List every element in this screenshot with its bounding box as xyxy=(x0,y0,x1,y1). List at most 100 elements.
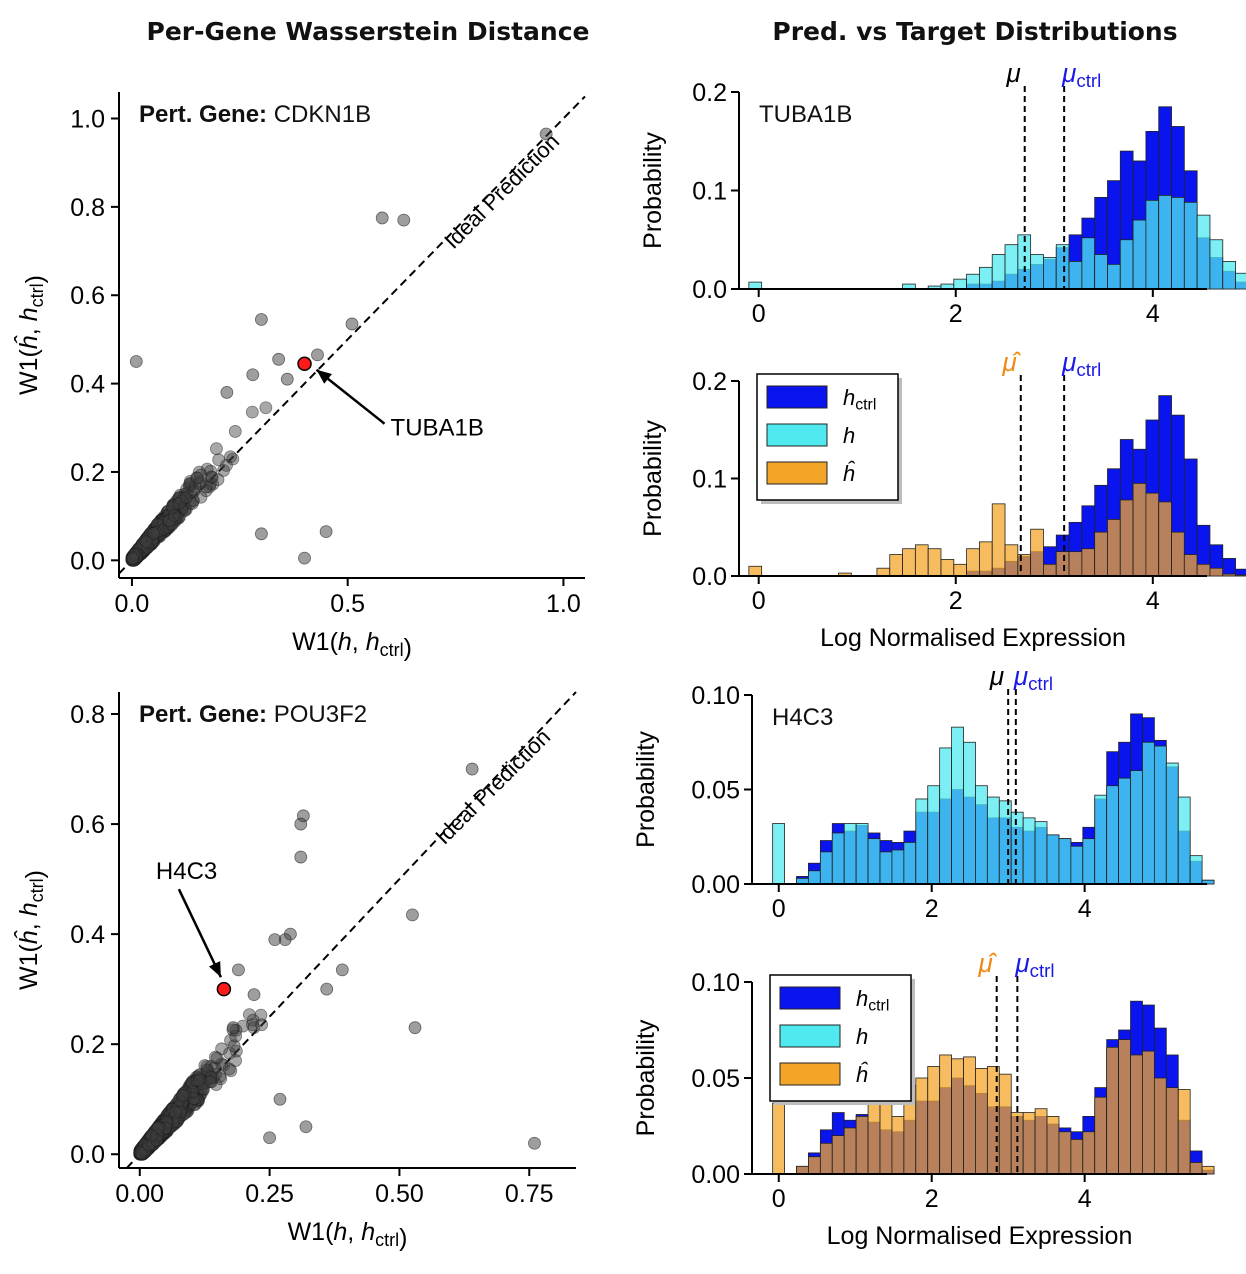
scatter-point xyxy=(220,459,233,472)
bar-target xyxy=(966,273,980,290)
bar-pred xyxy=(1132,482,1147,577)
bar-pred xyxy=(902,548,916,577)
y-tick-label: 0.4 xyxy=(70,921,105,949)
panels: 0.0 0.5 1.0 0.0 0.2 0.4 0.6 0.8 1.0 W1(h, hctrl) W… xyxy=(13,58,1246,1252)
legend-label-pred: ĥ xyxy=(856,1061,869,1087)
scatter-point xyxy=(247,988,261,1002)
scatter-point xyxy=(345,317,359,331)
x-tick-label: 4 xyxy=(1146,587,1160,615)
y-tick-label: 0.0 xyxy=(692,563,727,591)
bar-pred xyxy=(1119,499,1134,577)
bar-pred xyxy=(1107,519,1121,577)
bar-pred xyxy=(953,563,967,577)
scatter-point xyxy=(539,127,553,141)
histogram-bars xyxy=(772,713,1215,885)
bar-target xyxy=(979,266,993,290)
scatter-point xyxy=(129,355,143,368)
y-tick-label: 0.05 xyxy=(691,777,740,805)
bar-pred xyxy=(1017,554,1032,577)
bar-target xyxy=(855,823,869,885)
y-tick-label: 0.2 xyxy=(692,368,727,396)
bar-target xyxy=(1094,254,1108,290)
bar-target xyxy=(1183,201,1198,290)
scatter-point xyxy=(199,480,213,494)
bar-target xyxy=(1235,272,1246,290)
bar-pred xyxy=(1177,1089,1191,1175)
scatter-point xyxy=(528,1136,541,1150)
scatter_pou3f2: 0.00 0.25 0.50 0.75 0.0 0.2 0.4 0.6 0.8 W1(h, hct… xyxy=(13,691,577,1252)
bar-target xyxy=(1106,785,1119,885)
bar-target xyxy=(1094,794,1108,885)
bar-pred xyxy=(876,567,891,577)
y-tick-label: 0.2 xyxy=(70,459,105,487)
pert-gene-label: Pert. Gene: POU3F2 xyxy=(139,701,367,728)
x-tick-label: 4 xyxy=(1078,895,1092,923)
bar-target xyxy=(1177,796,1191,885)
y-tick-label: 0.6 xyxy=(70,811,105,839)
bar-target xyxy=(1119,239,1134,290)
scatter-points xyxy=(133,762,541,1161)
bar-pred xyxy=(1196,563,1211,577)
histogram-bars xyxy=(748,106,1246,290)
bar-target xyxy=(1046,834,1060,885)
y-tick-label: 1.0 xyxy=(70,106,105,134)
bar-target xyxy=(1145,199,1160,290)
x-tick-label: 0 xyxy=(752,300,766,328)
y-axis-label: W1(ĥ, hctrl) xyxy=(13,870,49,990)
bar-target xyxy=(831,832,845,885)
legend-label-pred: ĥ xyxy=(843,460,856,486)
legend-label-target: h xyxy=(843,423,855,448)
scatter-point xyxy=(268,933,282,947)
bar-target xyxy=(1010,811,1024,885)
scatter_cdkn1b: 0.0 0.5 1.0 0.0 0.2 0.4 0.6 0.8 1.0 W1(h, hctrl) W… xyxy=(13,92,586,662)
scatter-point xyxy=(194,490,208,504)
bar-ctrl xyxy=(1222,558,1236,577)
bar-target xyxy=(953,278,967,290)
highlighted-gene-point xyxy=(216,981,232,997)
bar-target xyxy=(951,726,964,885)
mean-label-ctrl: μctrl xyxy=(1061,58,1101,91)
scatter-point xyxy=(165,517,179,531)
ideal-prediction-label: Ideal Prediction xyxy=(439,129,564,254)
bar-pred xyxy=(1171,531,1185,577)
bar-pred xyxy=(1130,1054,1143,1175)
bar-target xyxy=(963,741,976,885)
scatter-point xyxy=(175,494,188,508)
bar-pred xyxy=(1165,1087,1179,1175)
mean-label-mu_hat: μ̂ xyxy=(977,948,997,978)
bar-pred xyxy=(843,1127,857,1175)
y-tick-label: 0.0 xyxy=(70,1141,105,1169)
scatter-point xyxy=(168,1105,182,1119)
legend-label-target: h xyxy=(856,1024,868,1049)
bar-pred xyxy=(1183,554,1198,577)
legend-swatch-pred xyxy=(779,1062,841,1086)
mean-label-mu: μ xyxy=(1005,58,1020,88)
bar-pred xyxy=(998,1073,1012,1175)
scatter-points xyxy=(125,127,553,567)
hist_h4c3_target: μ μctrl 0 2 4 0.00 0.05 0.10 Probability H4C3 xyxy=(632,661,1215,923)
scatter-point xyxy=(224,1064,238,1078)
scatter-point xyxy=(176,1088,189,1102)
x-tick-label: 4 xyxy=(1078,1185,1092,1213)
legend-swatch-target xyxy=(779,1024,841,1048)
y-tick-label: 0.1 xyxy=(692,466,727,494)
bar-pred xyxy=(1145,492,1160,577)
bar-target xyxy=(772,823,785,885)
gene-label: TUBA1B xyxy=(759,101,852,128)
scatter-point xyxy=(232,963,245,977)
x-tick-label: 0 xyxy=(772,1185,786,1213)
mean-label-mu_hat: μ̂ xyxy=(1002,347,1022,377)
bar-target xyxy=(1189,855,1203,885)
y-tick-label: 0.8 xyxy=(70,194,105,222)
scatter-point xyxy=(246,368,260,382)
bar-pred xyxy=(855,1116,869,1175)
bar-pred xyxy=(1004,544,1019,577)
bar-pred xyxy=(891,1116,905,1175)
scatter-point xyxy=(375,211,389,225)
bar-target xyxy=(1082,838,1096,885)
bar-pred xyxy=(748,565,763,577)
x-axis-label: Log Normalised Expression xyxy=(820,624,1126,652)
scatter-point xyxy=(294,850,308,864)
bar-target xyxy=(991,254,1006,290)
